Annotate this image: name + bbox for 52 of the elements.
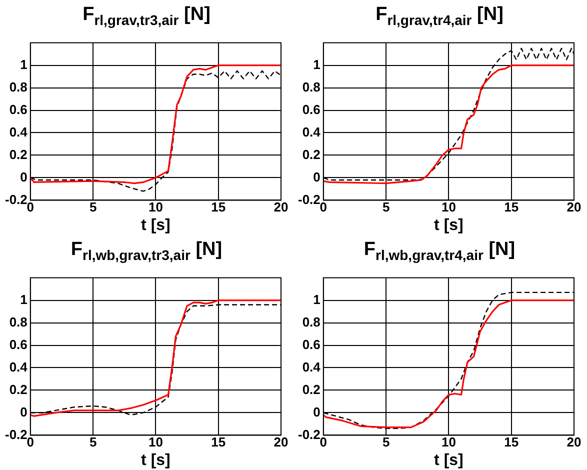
y-tick-label: 0 — [313, 404, 320, 420]
x-axis-title: t [s] — [141, 452, 170, 469]
x-tick-label: 10 — [148, 200, 163, 215]
x-tick-label: 5 — [89, 434, 97, 450]
y-tick-label: -0.2 — [4, 192, 28, 207]
y-tick-label: 1 — [20, 56, 28, 72]
x-tick-label: 5 — [89, 200, 97, 215]
y-tick-label: 0.8 — [9, 79, 28, 94]
y-tick-label: 0.8 — [302, 314, 320, 330]
x-tick-label: 20 — [566, 200, 582, 215]
y-tick-label: 0.8 — [302, 79, 320, 94]
y-tick-label: 0.2 — [9, 382, 28, 397]
chart-title: F$_{rl,grav,tr4,air}$ [N] — [374, 3, 504, 30]
y-tick-label: 1 — [20, 292, 28, 307]
y-tick-label: 0.8 — [9, 314, 28, 330]
x-tick-label: 10 — [148, 434, 163, 450]
y-tick-label: 0 — [313, 169, 320, 184]
y-tick-label: 0.4 — [9, 124, 28, 140]
y-tick-label: 0.2 — [9, 146, 28, 162]
y-tick-label: 0.6 — [9, 336, 28, 352]
x-tick-label: 15 — [504, 200, 519, 215]
x-tick-label: 20 — [274, 434, 288, 450]
y-tick-label: 0.2 — [302, 146, 320, 162]
y-tick-label: 0.6 — [302, 336, 320, 352]
y-tick-label: -0.2 — [298, 426, 320, 442]
chart-title: F$_{rl,wb,grav,tr4,air}$ [N] — [362, 238, 516, 265]
x-tick-label: 15 — [211, 200, 226, 215]
y-tick-label: 0.4 — [9, 359, 28, 374]
y-tick-label: 0.6 — [302, 102, 320, 117]
x-tick-label: 15 — [504, 434, 519, 450]
y-tick-label: 0.6 — [9, 102, 28, 117]
y-tick-label: 1 — [313, 56, 320, 72]
y-tick-label: 1 — [313, 292, 320, 307]
y-tick-label: -0.2 — [4, 426, 28, 442]
x-axis-title: t [s] — [434, 452, 464, 469]
y-tick-label: 0 — [20, 404, 28, 420]
x-tick-label: 5 — [382, 434, 390, 450]
x-tick-label: 10 — [441, 200, 456, 215]
x-tick-label: 15 — [211, 434, 226, 450]
y-tick-label: -0.2 — [298, 192, 320, 207]
y-tick-label: 0.2 — [302, 382, 320, 397]
x-axis-title: t [s] — [141, 216, 170, 234]
x-tick-label: 10 — [441, 434, 456, 450]
x-axis-title: t [s] — [434, 216, 464, 234]
x-tick-label: 5 — [382, 200, 390, 215]
y-tick-label: 0.4 — [302, 359, 322, 374]
x-tick-label: 20 — [566, 434, 582, 450]
chart-title: F$_{rl,grav,tr3,air}$ [N] — [82, 3, 212, 30]
x-tick-label: 20 — [274, 200, 288, 215]
y-tick-label: 0.4 — [302, 124, 322, 140]
y-tick-label: 0 — [20, 169, 28, 184]
chart-title: F$_{rl,wb,grav,tr3,air}$ [N] — [70, 238, 224, 265]
